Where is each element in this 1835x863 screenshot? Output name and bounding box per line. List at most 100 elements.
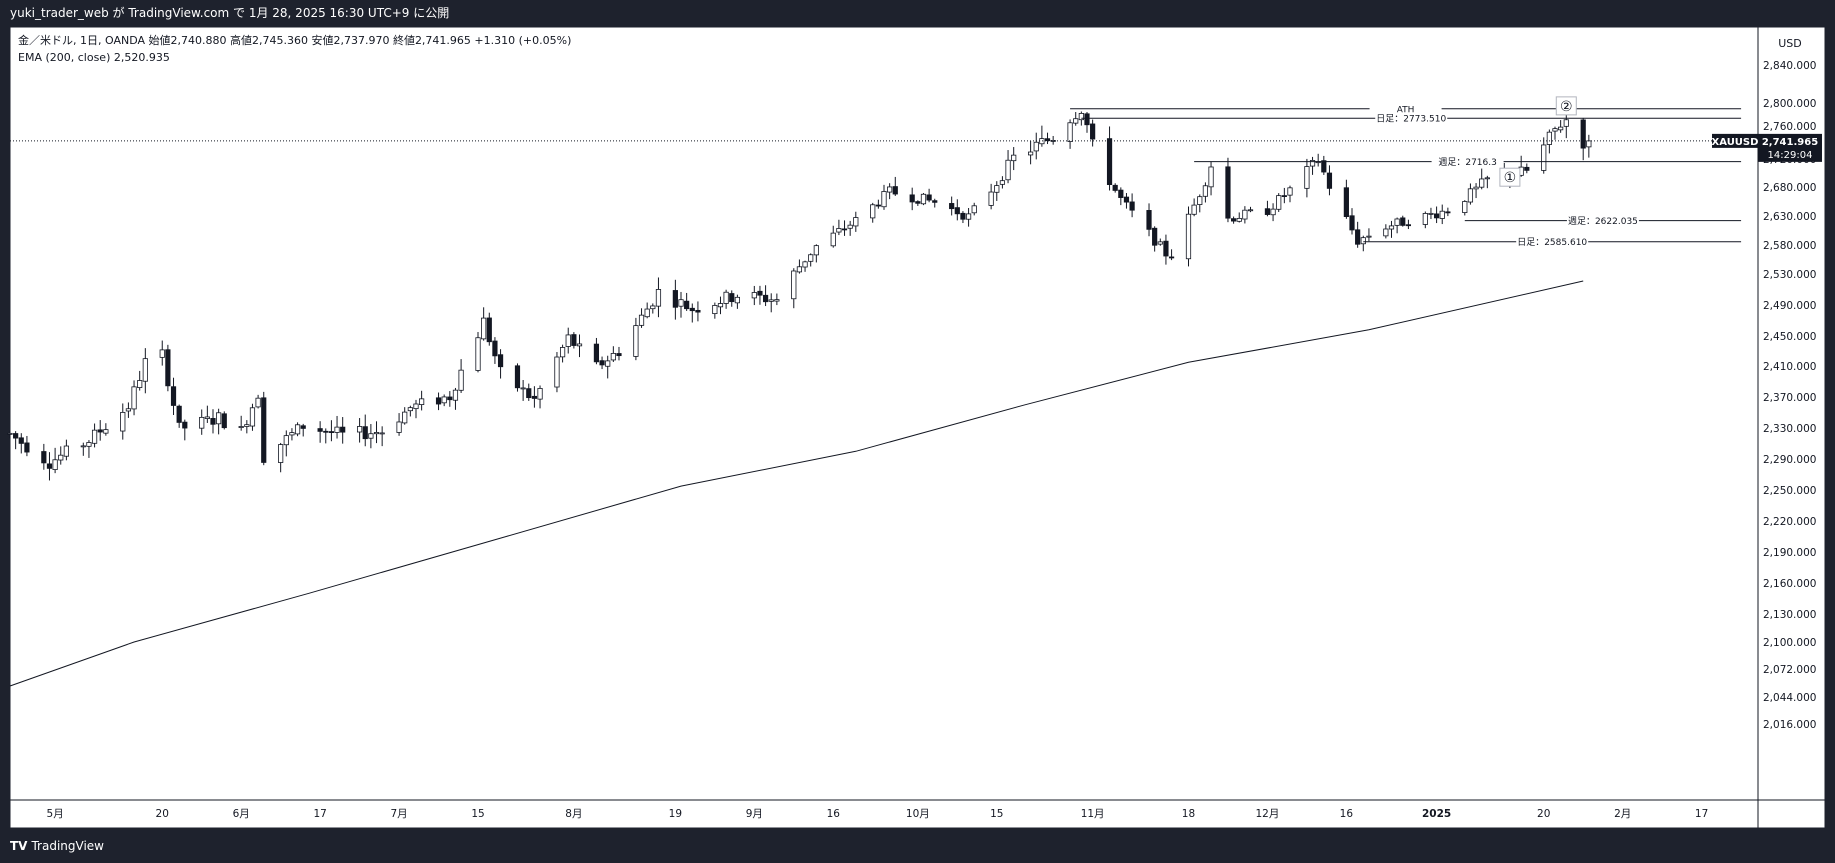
- candle-body[interactable]: [1484, 177, 1490, 180]
- candle-body[interactable]: [1383, 228, 1389, 237]
- candle-body[interactable]: [559, 347, 566, 358]
- candle-body[interactable]: [1208, 166, 1214, 188]
- candle-body[interactable]: [300, 425, 306, 429]
- candle-body[interactable]: [255, 397, 261, 408]
- candle-body[interactable]: [1118, 189, 1124, 198]
- candle-body[interactable]: [1005, 159, 1011, 181]
- candle-body[interactable]: [684, 300, 690, 310]
- candle-body[interactable]: [960, 212, 966, 220]
- candle-body[interactable]: [909, 194, 915, 203]
- candle-body[interactable]: [655, 289, 662, 307]
- candle-body[interactable]: [1247, 209, 1254, 212]
- candle-body[interactable]: [1321, 160, 1327, 173]
- candle-body[interactable]: [497, 354, 504, 368]
- candle-body[interactable]: [565, 334, 571, 347]
- candle-body[interactable]: [1546, 131, 1552, 145]
- candle-body[interactable]: [994, 185, 1000, 193]
- candle-body[interactable]: [926, 194, 932, 201]
- candle-body[interactable]: [402, 411, 408, 424]
- candle-body[interactable]: [616, 353, 622, 357]
- candle-body[interactable]: [1073, 118, 1079, 124]
- candle-body[interactable]: [413, 403, 419, 410]
- candle-body[interactable]: [892, 186, 898, 195]
- candle-body[interactable]: [1309, 160, 1316, 167]
- candle-body[interactable]: [1185, 213, 1192, 260]
- candle-body[interactable]: [396, 421, 402, 433]
- marker-box[interactable]: [1555, 96, 1577, 116]
- candle-body[interactable]: [373, 432, 380, 435]
- candle-body[interactable]: [1112, 184, 1118, 191]
- candle-body[interactable]: [672, 290, 678, 308]
- candle-body[interactable]: [531, 395, 538, 399]
- candle-body[interactable]: [362, 426, 368, 440]
- candle-body[interactable]: [723, 291, 729, 304]
- candle-body[interactable]: [830, 232, 836, 247]
- candle-body[interactable]: [142, 358, 148, 382]
- candle-body[interactable]: [1326, 172, 1333, 189]
- candle-body[interactable]: [1428, 212, 1434, 215]
- candle-body[interactable]: [441, 396, 447, 404]
- candle-body[interactable]: [678, 299, 684, 307]
- last-price-badge[interactable]: [1758, 133, 1822, 162]
- candle-body[interactable]: [1123, 196, 1130, 203]
- candle-body[interactable]: [182, 421, 188, 429]
- candle-body[interactable]: [165, 349, 171, 387]
- candle-body[interactable]: [774, 299, 780, 302]
- candle-body[interactable]: [1146, 210, 1152, 230]
- candle-body[interactable]: [159, 349, 165, 358]
- marker-box[interactable]: [1499, 167, 1521, 187]
- candle-body[interactable]: [103, 429, 109, 434]
- candle-body[interactable]: [971, 205, 977, 214]
- candle-body[interactable]: [419, 398, 425, 405]
- candle-body[interactable]: [638, 314, 645, 326]
- candle-body[interactable]: [356, 426, 363, 433]
- candle-body[interactable]: [712, 305, 718, 315]
- candle-body[interactable]: [1078, 113, 1084, 121]
- candle-body[interactable]: [1473, 186, 1479, 190]
- candle-body[interactable]: [514, 365, 521, 389]
- candle-body[interactable]: [244, 424, 250, 427]
- candle-body[interactable]: [18, 437, 24, 444]
- candle-body[interactable]: [796, 266, 803, 273]
- candle-body[interactable]: [294, 424, 301, 435]
- candle-body[interactable]: [46, 463, 53, 469]
- candle-body[interactable]: [520, 387, 526, 390]
- candle-body[interactable]: [1225, 166, 1231, 219]
- candle-body[interactable]: [1157, 241, 1163, 245]
- candle-body[interactable]: [1264, 208, 1271, 215]
- candle-body[interactable]: [86, 442, 92, 447]
- candle-body[interactable]: [593, 343, 600, 363]
- candle-body[interactable]: [729, 293, 735, 303]
- candle-body[interactable]: [221, 413, 227, 429]
- candle-body[interactable]: [949, 203, 955, 210]
- candle-body[interactable]: [1163, 240, 1169, 257]
- candle-body[interactable]: [7, 432, 13, 435]
- candle-body[interactable]: [97, 429, 103, 433]
- candle-body[interactable]: [1563, 119, 1569, 127]
- candle-body[interactable]: [13, 433, 19, 439]
- candle-body[interactable]: [131, 386, 137, 410]
- candle-body[interactable]: [870, 204, 876, 219]
- candle-body[interactable]: [1360, 237, 1366, 245]
- candle-body[interactable]: [176, 405, 182, 423]
- candle-body[interactable]: [650, 305, 656, 310]
- candle-body[interactable]: [1067, 122, 1073, 142]
- candle-body[interactable]: [80, 445, 86, 448]
- candle-body[interactable]: [757, 290, 763, 296]
- candle-body[interactable]: [1106, 138, 1113, 185]
- candle-body[interactable]: [853, 217, 859, 227]
- candle-body[interactable]: [932, 200, 938, 203]
- candle-body[interactable]: [1050, 140, 1056, 142]
- candle-body[interactable]: [1304, 166, 1310, 189]
- candle-body[interactable]: [199, 416, 205, 429]
- ema-200-line[interactable]: [9, 280, 1584, 687]
- candle-body[interactable]: [1343, 187, 1349, 217]
- candle-body[interactable]: [1231, 218, 1237, 222]
- candle-body[interactable]: [847, 224, 853, 229]
- candle-body[interactable]: [1129, 201, 1135, 211]
- candle-body[interactable]: [1580, 119, 1586, 149]
- candle-body[interactable]: [802, 261, 808, 268]
- candle-body[interactable]: [1039, 138, 1045, 145]
- candle-body[interactable]: [610, 352, 616, 361]
- chart-panel[interactable]: [10, 27, 1825, 828]
